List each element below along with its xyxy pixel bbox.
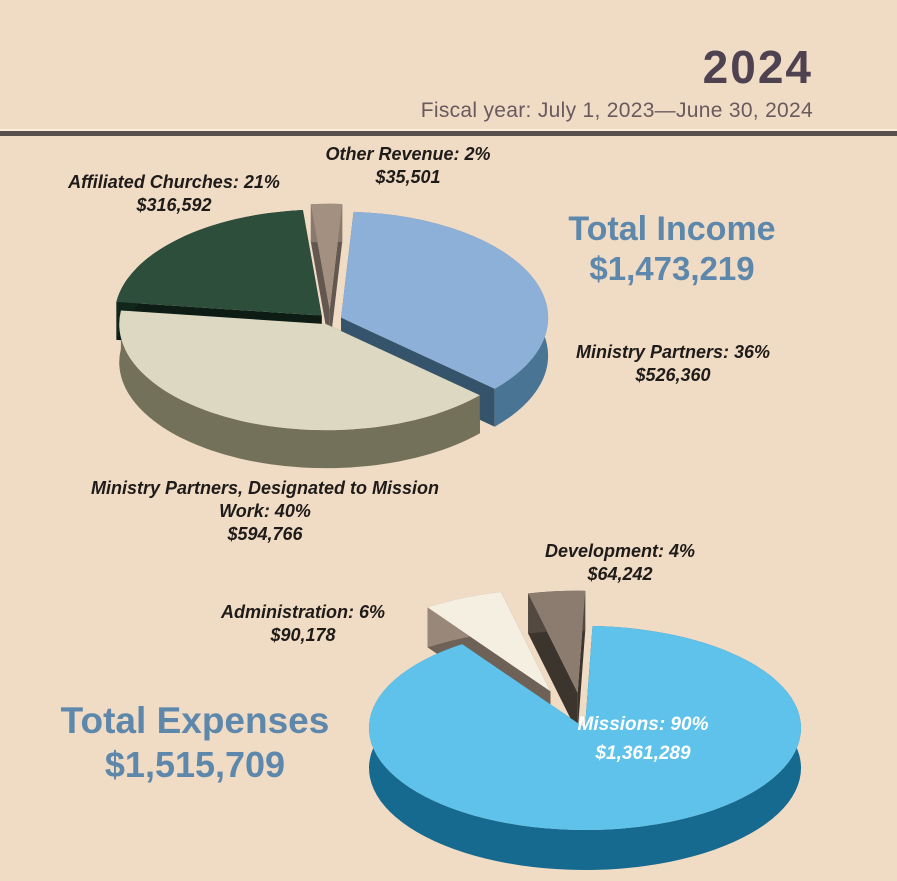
ministry-partners-slice — [341, 211, 549, 389]
administration-title: Administration: 6% — [220, 602, 386, 622]
affiliated-churches-slice — [116, 210, 322, 316]
development-callout: Development: 4% $64,242 — [545, 540, 695, 586]
fiscal-year-subtitle: Fiscal year: July 1, 2023—June 30, 2024 — [420, 99, 813, 122]
designated-mission-work-callout: Ministry Partners, Designated to Mission… — [80, 477, 450, 546]
missions-on-pie-label: Missions: 90% $1,361,289 — [578, 710, 709, 769]
ministry-partners-amount: $526,360 — [635, 365, 711, 386]
affiliated-churches-title: Affiliated Churches: 21% — [68, 172, 280, 192]
affiliated-churches-amount: $316,592 — [136, 195, 212, 216]
total-expenses: Total Expenses $1,515,709 — [61, 700, 330, 786]
header-divider — [0, 129, 897, 136]
other-revenue-amount: $35,501 — [375, 167, 441, 188]
administration-slice — [427, 592, 551, 692]
ministry-partners-designated-to-mission-work-slice-side — [119, 310, 480, 469]
total-expenses-value: $1,515,709 — [104, 744, 286, 786]
total-income-value: $1,473,219 — [589, 250, 755, 288]
total-income-label: Total Income — [568, 210, 776, 248]
missions-amount: $1,361,289 — [595, 743, 691, 765]
other-revenue-title: Other Revenue: 2% — [325, 144, 491, 164]
missions-title: Missions: 90% — [577, 714, 709, 735]
development-amount: $64,242 — [587, 564, 653, 585]
other-revenue-callout: Other Revenue: 2% $35,501 — [325, 143, 490, 189]
administration-callout: Administration: 6% $90,178 — [221, 601, 385, 647]
report-year: 2024 — [702, 41, 813, 93]
total-expenses-label: Total Expenses — [60, 700, 330, 741]
administration-amount: $90,178 — [270, 625, 336, 646]
report-header: 2024 Fiscal year: July 1, 2023—June 30, … — [421, 44, 813, 123]
designated-mission-work-amount: $594,766 — [227, 524, 303, 545]
designated-mission-work-title: Ministry Partners, Designated to Mission… — [90, 478, 440, 522]
ministry-partners-callout: Ministry Partners: 36% $526,360 — [576, 341, 770, 387]
development-slice — [528, 590, 586, 693]
total-income: Total Income $1,473,219 — [568, 210, 775, 288]
ministry-partners-designated-to-mission-work-slice — [119, 310, 480, 431]
development-title: Development: 4% — [544, 541, 696, 561]
affiliated-churches-callout: Affiliated Churches: 21% $316,592 — [68, 171, 280, 217]
ministry-partners-title: Ministry Partners: 36% — [575, 342, 771, 362]
missions-slice — [369, 626, 802, 830]
other-revenue-slice — [310, 203, 343, 310]
